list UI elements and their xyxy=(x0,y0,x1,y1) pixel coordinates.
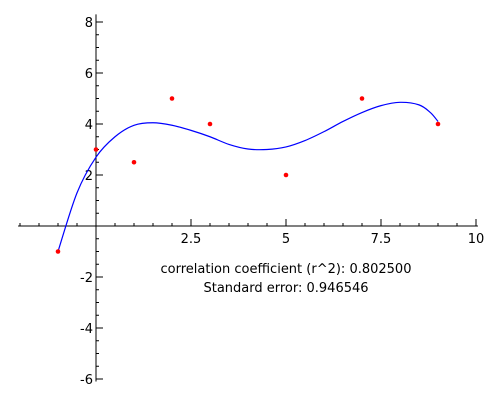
axes: 2.5 5 7.5 10 -6 -4 -2 2 4 6 8 xyxy=(18,14,484,388)
x-tick-label: 7.5 xyxy=(371,232,392,247)
x-tick-label: 2.5 xyxy=(181,232,202,247)
y-tick-label: 6 xyxy=(85,67,93,82)
data-point xyxy=(55,249,61,254)
data-point xyxy=(283,172,289,178)
y-tick-label: -2 xyxy=(80,271,93,286)
data-point xyxy=(207,121,213,127)
data-point xyxy=(131,159,137,165)
data-point xyxy=(435,121,441,127)
data-point xyxy=(359,96,365,101)
y-tick-label: -4 xyxy=(80,322,93,337)
y-tick-label: 4 xyxy=(85,118,93,133)
standard-error-annotation: Standard error: 0.946546 xyxy=(203,281,368,296)
y-tick-label: 2 xyxy=(85,169,93,184)
x-tick-label: 5 xyxy=(282,232,290,247)
fit-curve-layer xyxy=(57,101,439,252)
y-tick-label: 8 xyxy=(85,16,93,31)
data-points-layer xyxy=(55,96,441,254)
fit-curve xyxy=(57,101,439,252)
data-point xyxy=(93,147,99,152)
data-point xyxy=(169,96,175,101)
x-tick-label: 10 xyxy=(468,232,485,247)
annotation-layer: correlation coefficient (r^2): 0.802500 … xyxy=(161,262,412,296)
correlation-annotation: correlation coefficient (r^2): 0.802500 xyxy=(161,262,412,277)
y-tick-label: -6 xyxy=(80,373,93,388)
